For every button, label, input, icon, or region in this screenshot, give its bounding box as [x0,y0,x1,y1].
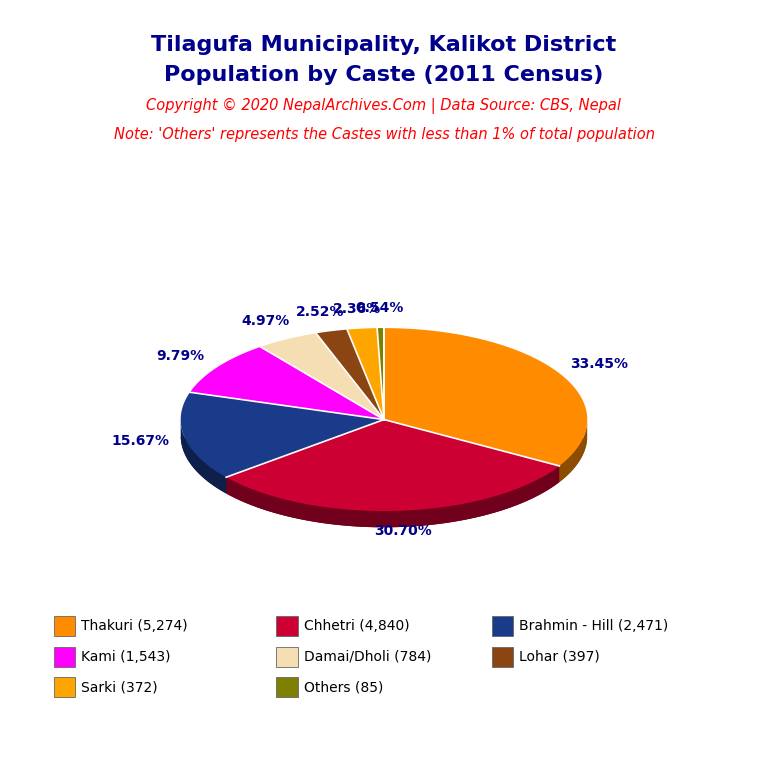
Polygon shape [384,328,588,466]
Polygon shape [559,422,588,482]
Polygon shape [226,419,559,511]
Text: Thakuri (5,274): Thakuri (5,274) [81,619,188,633]
Text: Kami (1,543): Kami (1,543) [81,650,171,664]
Polygon shape [260,333,384,419]
Polygon shape [190,347,384,419]
Text: Tilagufa Municipality, Kalikot District: Tilagufa Municipality, Kalikot District [151,35,617,55]
Text: 4.97%: 4.97% [242,314,290,329]
Text: Note: 'Others' represents the Castes with less than 1% of total population: Note: 'Others' represents the Castes wit… [114,127,654,142]
Polygon shape [180,436,384,494]
Text: 9.79%: 9.79% [157,349,205,362]
Text: Others (85): Others (85) [304,680,383,694]
Polygon shape [180,392,384,477]
Text: Copyright © 2020 NepalArchives.Com | Data Source: CBS, Nepal: Copyright © 2020 NepalArchives.Com | Dat… [147,98,621,114]
Polygon shape [180,421,226,494]
Text: Population by Caste (2011 Census): Population by Caste (2011 Census) [164,65,604,85]
Polygon shape [347,328,384,419]
Text: 30.70%: 30.70% [374,524,432,538]
Text: Brahmin - Hill (2,471): Brahmin - Hill (2,471) [519,619,668,633]
Text: 2.36%: 2.36% [333,302,382,316]
Text: 15.67%: 15.67% [111,434,170,448]
Polygon shape [316,329,384,419]
Text: 0.54%: 0.54% [356,301,404,315]
Polygon shape [226,466,559,528]
Text: Chhetri (4,840): Chhetri (4,840) [304,619,410,633]
Polygon shape [384,436,588,482]
Text: 33.45%: 33.45% [571,357,628,371]
Text: Sarki (372): Sarki (372) [81,680,158,694]
Polygon shape [377,328,384,419]
Text: Damai/Dholi (784): Damai/Dholi (784) [304,650,432,664]
Polygon shape [226,436,559,528]
Text: 2.52%: 2.52% [296,305,344,319]
Text: Lohar (397): Lohar (397) [519,650,600,664]
